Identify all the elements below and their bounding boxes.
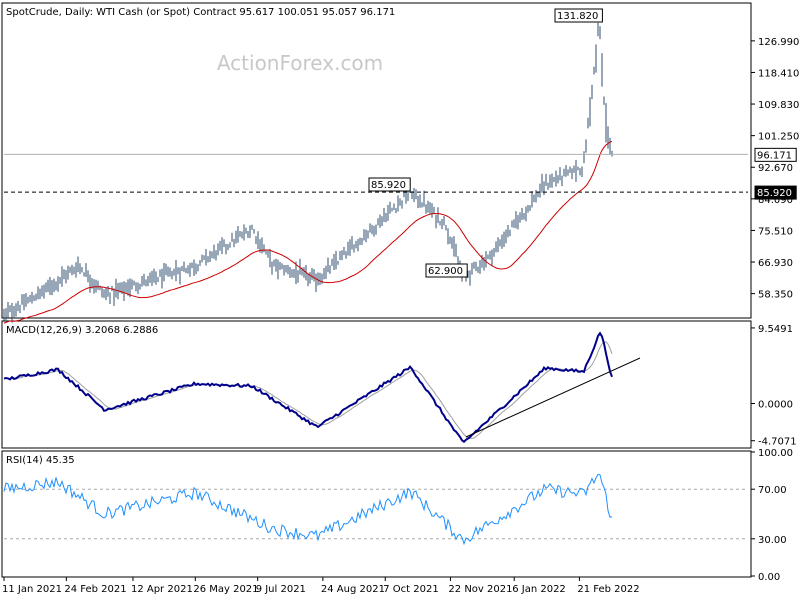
macd-pane-header: MACD(12,26,9) 3.2068 6.2886 [6,325,158,336]
macd-pane-frame[interactable] [1,320,752,449]
rsi-y-tick: 0.00 [758,572,780,583]
macd-line [3,331,613,443]
low-label-box [425,263,468,278]
moving-average-line [3,140,613,324]
x-tick-label: 22 Nov 2021 [448,584,512,595]
x-tick-label: 11 Jan 2021 [2,584,62,595]
price-y-tick: 75.510 [758,226,793,237]
price-series [3,22,613,323]
macd-y-tick: 9.5491 [758,324,793,335]
support-price-marker: 85.920 [757,188,792,199]
x-tick-label: 9 Jul 2021 [256,584,306,595]
price-pane-frame[interactable] [1,2,752,319]
macd-trendline [465,357,641,438]
peak-label-box [554,8,603,23]
price-y-tick: 66.930 [758,258,793,269]
price-pane-header: SpotCrude, Daily: WTI Cash (or Spot) Con… [6,7,395,18]
x-tick-label: 7 Oct 2021 [383,584,438,595]
current-price-marker: 96.171 [757,150,792,161]
price-y-tick: 126.990 [758,37,799,48]
price-y-tick: 109.830 [758,100,799,111]
x-tick-label: 24 Aug 2021 [321,584,385,595]
low-label: 62.900 [428,266,463,277]
watermark: ActionForex.com [217,51,383,75]
axes: 126.990 118.410 109.830 101.250 92.670 84.090… [2,37,799,595]
x-tick-label: 26 May 2021 [193,584,258,595]
x-tick-label: 12 Apr 2021 [131,584,193,595]
price-y-tick: 92.670 [758,163,793,174]
macd-y-tick: -4.7071 [758,437,797,448]
x-tick-label: 6 Jan 2022 [512,584,566,595]
price-y-tick: 84.090 [758,195,793,206]
rsi-y-tick: 30.00 [758,535,787,546]
x-tick-label: 24 Feb 2021 [64,584,126,595]
annotations: 131.820 85.920 62.900 96.171 85.920 [4,8,797,278]
peak-label: 131.820 [557,11,598,22]
current-price-marker-box [754,147,797,162]
rsi-pane-frame[interactable] [1,450,752,578]
rsi-pane-header: RSI(14) 45.35 [6,455,75,466]
macd-series [3,331,641,443]
rsi-y-tick: 100.00 [758,448,793,459]
high-label-box [368,177,411,192]
x-tick-label: 21 Feb 2022 [577,584,639,595]
macd-signal-line [3,341,613,439]
rsi-y-tick: 70.00 [758,485,787,496]
moving-average-series [3,140,613,324]
macd-y-tick: 0.0000 [758,399,793,410]
rsi-series [3,473,748,546]
high-label: 85.920 [371,180,406,191]
support-price-marker-box [754,185,797,200]
price-y-tick: 58.350 [758,290,793,301]
price-y-tick: 101.250 [758,132,799,143]
price-y-tick: 118.410 [758,68,799,79]
rsi-line [3,473,613,546]
